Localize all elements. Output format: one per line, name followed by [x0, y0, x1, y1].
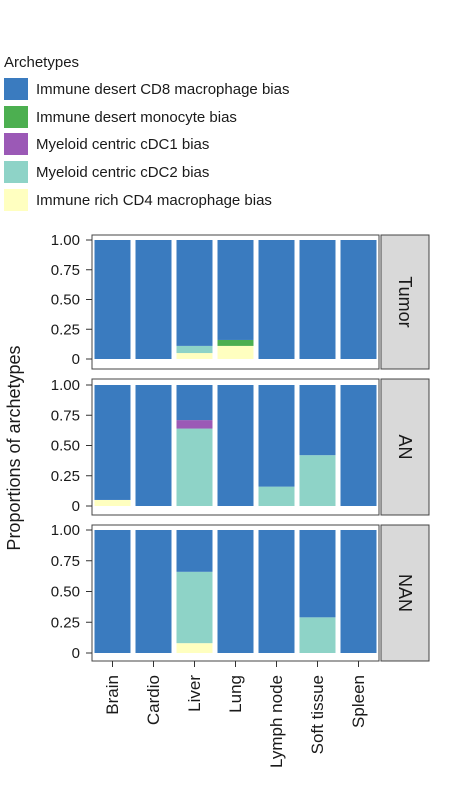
x-tick-label: Soft tissue: [308, 675, 327, 754]
legend-label: Immune desert monocyte bias: [36, 108, 237, 126]
x-tick-label: Liver: [185, 675, 204, 712]
y-tick-label: 0.25: [51, 468, 80, 485]
bar-segment: [340, 530, 377, 653]
facet-label: NAN: [395, 574, 415, 612]
legend-item: Myeloid centric cDC1 bias: [4, 133, 209, 155]
bar-segment: [217, 345, 254, 359]
y-tick-label: 1.00: [51, 377, 80, 394]
y-tick-label: 0: [72, 351, 80, 368]
y-tick-label: 0.50: [51, 292, 80, 309]
x-tick-label: Lung: [226, 675, 245, 713]
bar-segment: [217, 530, 254, 653]
legend-title: Archetypes: [4, 54, 80, 71]
bar-segment: [217, 385, 254, 506]
bar-segment: [299, 385, 336, 456]
bar-segment: [299, 530, 336, 618]
bar-segment: [258, 240, 295, 359]
y-tick-label: 0: [72, 645, 80, 662]
y-tick-label: 0.75: [51, 262, 80, 279]
y-tick-label: 1.00: [51, 522, 80, 539]
legend-item: Myeloid centric cDC2 bias: [4, 161, 209, 183]
legend-swatch: [4, 189, 28, 211]
bar-segment: [94, 530, 131, 653]
x-tick-label: Cardio: [144, 675, 163, 725]
legend-label: Myeloid centric cDC1 bias: [36, 135, 210, 153]
facet-label: AN: [395, 434, 415, 459]
y-tick-label: 0.25: [51, 321, 80, 338]
facet-strip: [380, 234, 430, 370]
bar-segment: [176, 530, 213, 572]
bar-segment: [176, 420, 213, 429]
bar-segment: [176, 353, 213, 359]
bar-segment: [176, 240, 213, 346]
bar-segment: [299, 455, 336, 506]
x-tick-label: Spleen: [349, 675, 368, 728]
y-tick-label: 0.75: [51, 553, 80, 570]
bar-segment: [258, 530, 295, 653]
bar-segment: [135, 385, 172, 506]
y-tick-label: 0.25: [51, 614, 80, 631]
bar-segment: [299, 617, 336, 653]
bar-segment: [94, 240, 131, 359]
x-tick-label: Lymph node: [267, 675, 286, 768]
legend-item: Immune desert CD8 macrophage bias: [4, 78, 289, 100]
bar-segment: [217, 240, 254, 340]
bar-segment: [94, 385, 131, 500]
bar-segment: [94, 499, 131, 506]
legend-swatch: [4, 161, 28, 183]
bar-segment: [176, 385, 213, 421]
bar-segment: [299, 240, 336, 359]
facet-strip: [380, 378, 430, 516]
bar-segment: [176, 571, 213, 644]
legend-swatch: [4, 133, 28, 155]
x-tick-label: Brain: [103, 675, 122, 715]
bar-segment: [135, 530, 172, 653]
bar-segment: [258, 486, 295, 506]
legend-swatch: [4, 106, 28, 128]
bar-segment: [176, 345, 213, 354]
y-tick-label: 0.50: [51, 584, 80, 601]
bar-segment: [258, 385, 295, 487]
legend-label: Myeloid centric cDC2 bias: [36, 163, 210, 181]
y-tick-label: 0.50: [51, 438, 80, 455]
legend-item: Immune desert monocyte bias: [4, 106, 237, 128]
bar-segment: [217, 339, 254, 346]
bar-segment: [135, 240, 172, 359]
bar-segment: [340, 240, 377, 359]
bar-segment: [176, 643, 213, 653]
y-tick-label: 1.00: [51, 232, 80, 249]
legend-label: Immune rich CD4 macrophage bias: [36, 191, 272, 209]
facet-label: Tumor: [395, 276, 415, 327]
legend-swatch: [4, 78, 28, 100]
y-tick-label: 0: [72, 498, 80, 515]
bar-segment: [340, 385, 377, 506]
bar-segment: [176, 428, 213, 506]
legend-label: Immune desert CD8 macrophage bias: [36, 80, 290, 98]
facet-strip: [380, 524, 430, 662]
y-axis-title: Proportions of archetypes: [4, 345, 24, 550]
y-tick-label: 0.75: [51, 407, 80, 424]
legend-item: Immune rich CD4 macrophage bias: [4, 189, 272, 211]
